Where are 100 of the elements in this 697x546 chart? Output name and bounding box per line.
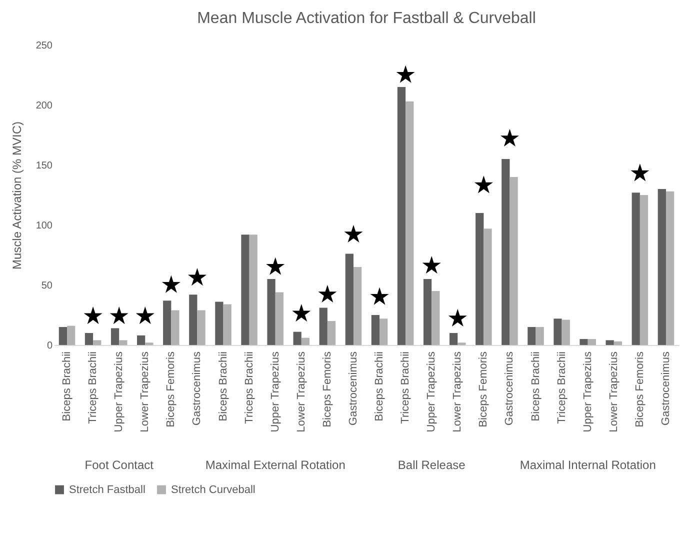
bar — [301, 338, 310, 345]
chart-title: Mean Muscle Activation for Fastball & Curveball — [197, 10, 536, 27]
bar — [84, 333, 94, 345]
y-tick-label: 200 — [36, 100, 53, 112]
bar — [528, 327, 536, 345]
bar — [249, 234, 258, 345]
bar — [562, 320, 570, 345]
bar — [137, 335, 146, 345]
bar — [580, 339, 588, 345]
bar — [484, 228, 492, 345]
bar — [666, 191, 674, 345]
bar — [67, 326, 76, 345]
bar — [614, 341, 622, 345]
y-axis-title: Muscle Activation (% MVIC) — [10, 121, 24, 270]
x-tick-label: Upper Trapezius — [582, 351, 594, 432]
bar — [197, 310, 206, 345]
point — [84, 306, 102, 324]
x-tick-label: Gastrocenimus — [191, 351, 204, 426]
x-tick-label: Biceps Femoris — [478, 351, 490, 428]
bar — [293, 332, 302, 345]
bar — [640, 195, 648, 345]
bar — [406, 101, 414, 345]
point — [266, 257, 285, 275]
bar — [658, 189, 666, 345]
x-tick-label: Biceps Brachii — [530, 352, 542, 422]
legend-label: Stretch Fastball — [69, 484, 146, 496]
bar — [163, 300, 172, 345]
text: Foot Contact — [84, 458, 154, 472]
bar — [450, 333, 458, 345]
y-tick-label: 150 — [36, 160, 53, 172]
x-tick-label: Biceps Brachii — [217, 352, 230, 422]
bar — [171, 310, 180, 345]
y-tick-label: 50 — [41, 280, 53, 292]
x-tick-label: Biceps Femoris — [321, 351, 334, 428]
x-tick-label: Triceps Brachii — [243, 352, 256, 424]
text: Maximal External Rotation — [205, 458, 346, 472]
x-tick-label: Biceps Femoris — [634, 351, 646, 428]
point — [344, 224, 363, 242]
bar — [606, 340, 614, 345]
x-tick-label: Biceps Brachii — [61, 352, 74, 422]
y-tick-label: 0 — [46, 340, 53, 352]
x-tick-label: Upper Trapezius — [269, 351, 282, 432]
x-tick-label: Lower Trapezius — [452, 351, 464, 432]
point — [500, 128, 519, 146]
bar — [215, 302, 224, 345]
point — [448, 308, 467, 326]
point — [292, 304, 311, 322]
bar — [319, 308, 328, 345]
bar — [371, 315, 380, 345]
point — [630, 164, 650, 182]
point — [370, 287, 389, 305]
bar — [58, 327, 68, 345]
bar — [353, 267, 362, 345]
point — [136, 306, 154, 324]
bar — [267, 279, 276, 345]
x-tick-label: Gastrocenimus — [504, 351, 516, 426]
x-tick-label: Upper Trapezius — [426, 351, 438, 432]
bar — [327, 321, 336, 345]
bar — [119, 340, 128, 345]
y-tick-label: 250 — [36, 40, 53, 52]
bar — [397, 87, 406, 345]
bar — [476, 213, 484, 345]
bar — [423, 279, 432, 345]
x-tick-label: Biceps Brachii — [374, 352, 386, 422]
x-tick-label: Triceps Brachii — [400, 352, 412, 424]
point — [396, 65, 415, 83]
bar — [588, 339, 596, 345]
x-tick-label: Biceps Femoris — [165, 351, 178, 428]
bar — [275, 292, 284, 345]
point — [110, 306, 128, 324]
bar — [189, 294, 198, 345]
bar — [502, 159, 510, 345]
bar — [380, 318, 388, 345]
text: Maximal Internal Rotation — [520, 458, 656, 472]
bar — [536, 327, 544, 345]
bar — [223, 304, 232, 345]
point — [162, 275, 180, 293]
x-tick-label: Triceps Brachii — [87, 352, 100, 424]
bar — [510, 177, 518, 345]
x-tick-label: Triceps Brachii — [556, 352, 568, 424]
point — [318, 284, 337, 302]
bar — [110, 328, 120, 345]
point — [422, 256, 441, 274]
x-tick-label: Upper Trapezius — [113, 351, 126, 432]
bar — [241, 234, 250, 345]
x-tick-label: Gastrocenimus — [660, 351, 672, 426]
bar — [432, 291, 440, 345]
x-tick-label: Lower Trapezius — [139, 351, 152, 432]
bar — [554, 318, 562, 345]
point — [188, 268, 206, 286]
x-tick-label: Gastrocenimus — [347, 351, 360, 426]
text: Ball Release — [398, 458, 466, 472]
x-tick-label: Lower Trapezius — [608, 351, 620, 432]
bar — [632, 192, 640, 345]
x-tick-label: Lower Trapezius — [295, 351, 308, 432]
y-tick-label: 100 — [36, 220, 53, 232]
bar — [345, 254, 354, 345]
legend-label: Stretch Curveball — [171, 484, 256, 496]
bar — [93, 340, 102, 345]
point — [474, 176, 493, 194]
